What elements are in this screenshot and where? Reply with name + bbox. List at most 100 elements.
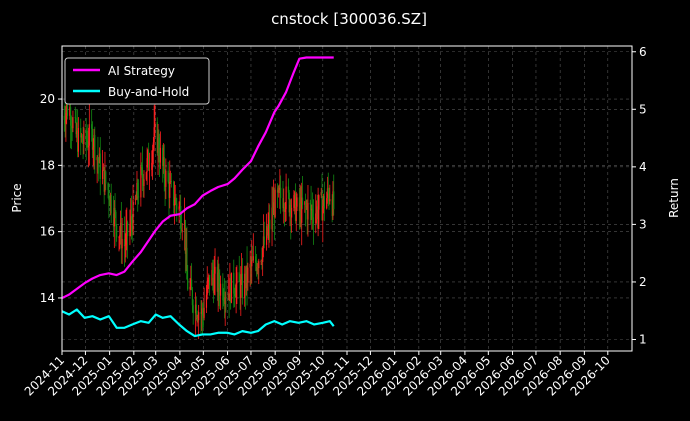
price-candle-body (225, 297, 227, 298)
price-candle-body (332, 191, 334, 216)
price-candle-body (269, 219, 271, 230)
price-candle-body (283, 207, 286, 213)
price-candle-body (326, 198, 328, 209)
price-candle-body (173, 181, 175, 206)
series-line-ai-strategy (61, 56, 334, 300)
price-candle-body (191, 289, 193, 306)
price-candle-body (249, 263, 251, 268)
price-candle-body (315, 206, 318, 214)
price-candle-body (279, 187, 281, 191)
price-candle-body (135, 198, 137, 200)
price-candle-body (94, 135, 96, 161)
price-candle-body (141, 166, 143, 168)
price-candle-body (66, 104, 68, 113)
price-candle-body (169, 181, 172, 182)
price-candle-body (235, 283, 237, 298)
price-candle-body (131, 222, 133, 232)
price-candle-body (189, 286, 191, 290)
price-candle-body (212, 270, 214, 278)
price-candle-body (82, 142, 84, 145)
price-candle-body (245, 265, 247, 289)
price-candle-body (312, 208, 314, 218)
price-candle-body (104, 171, 106, 192)
price-candle-body (328, 193, 330, 202)
price-candle-body (169, 181, 171, 198)
price-candle-body (137, 182, 139, 197)
price-candle-body (92, 147, 94, 150)
price-candle-body (178, 206, 180, 210)
price-candle-body (119, 234, 121, 237)
price-candle-body (238, 272, 240, 282)
price-candle-body (200, 312, 202, 314)
price-candle-body (175, 197, 177, 204)
price-candle-body (198, 312, 200, 321)
price-candle-body (124, 244, 126, 247)
price-candle-body (63, 115, 65, 120)
price-candle-body (186, 247, 188, 280)
price-candle-body (272, 207, 274, 215)
price-candle-body (167, 170, 169, 182)
price-candle-body (323, 196, 325, 209)
price-candle-body (236, 272, 238, 284)
price-candle-body (180, 206, 182, 229)
price-candle-body (298, 197, 300, 212)
price-candle-body (145, 172, 147, 180)
price-candle-body (228, 293, 230, 301)
price-candle-body (278, 187, 280, 191)
price-candle-body (239, 281, 241, 299)
price-candle-body (163, 157, 165, 179)
price-candle-body (247, 267, 249, 283)
price-candle-body (246, 265, 248, 283)
price-candle-body (113, 207, 115, 227)
price-candle-body (108, 190, 110, 200)
price-candle-body (130, 216, 132, 225)
price-candle-body (105, 171, 107, 184)
price-candle-body (229, 278, 231, 301)
price-candle-body (201, 308, 204, 316)
price-candle-body (201, 308, 203, 314)
price-candle-body (194, 304, 197, 314)
y-tick-label-left: 18 (40, 158, 55, 172)
price-candle-body (316, 206, 318, 220)
price-candle-body (87, 145, 90, 148)
price-candle-body (274, 189, 276, 218)
price-candle-body (196, 318, 198, 319)
price-candle-body (262, 236, 265, 248)
price-candle-body (318, 195, 320, 210)
price-candle-body (276, 189, 279, 193)
y-axis-label-right: Return (667, 178, 681, 218)
price-candle-body (65, 112, 67, 124)
price-candle-body (271, 207, 273, 230)
price-candle-body (165, 170, 167, 187)
price-candle-body (320, 192, 322, 196)
price-candle-body (256, 266, 258, 271)
price-candle-body (240, 273, 243, 280)
price-candle-body (326, 188, 329, 199)
price-candle-body (261, 261, 263, 262)
price-candle-body (70, 125, 72, 127)
y-tick-label-right: 2 (639, 275, 647, 289)
price-candle-body (114, 207, 116, 212)
price-candle-body (288, 192, 290, 213)
price-candle-body (283, 207, 285, 209)
price-candle-body (154, 122, 156, 128)
price-candle-body (305, 206, 307, 208)
legend-label-ai-strategy: AI Strategy (108, 64, 175, 78)
price-candle-body (75, 117, 77, 135)
price-candle-body (152, 142, 154, 151)
price-candle-body (132, 200, 134, 232)
price-candle-body (136, 182, 138, 200)
price-candle-body (312, 217, 315, 224)
price-candle-body (311, 208, 313, 211)
price-candle-body (240, 279, 242, 299)
price-candle-body (206, 282, 208, 295)
y-tick-label-right: 5 (639, 102, 647, 116)
price-candle-body (129, 224, 131, 237)
price-candle-body (87, 141, 89, 148)
price-candle-body (187, 279, 189, 290)
price-candle-body (321, 192, 323, 221)
price-candle-body (233, 293, 236, 297)
y-tick-label-right: 6 (639, 45, 647, 59)
price-candle-body (322, 196, 325, 207)
price-candle-body (218, 272, 220, 288)
